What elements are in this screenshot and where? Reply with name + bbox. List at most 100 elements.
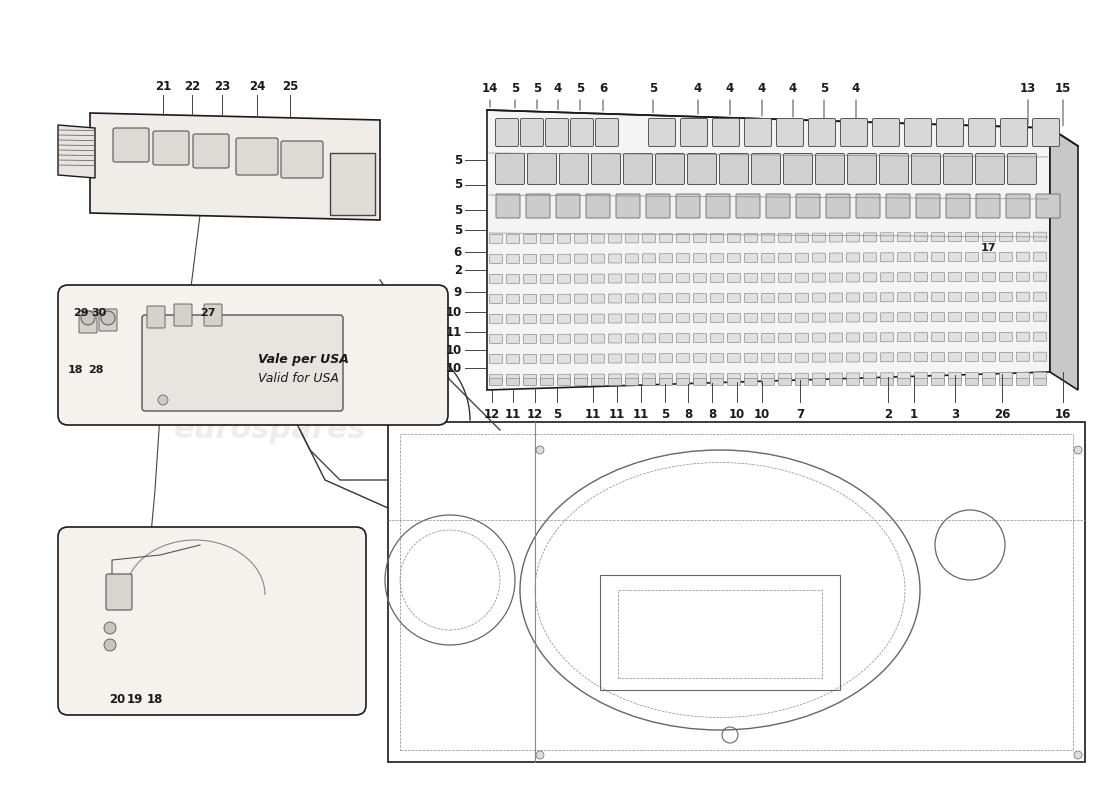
Text: 5: 5	[532, 82, 541, 95]
FancyBboxPatch shape	[966, 373, 979, 382]
FancyBboxPatch shape	[506, 314, 519, 323]
FancyBboxPatch shape	[982, 312, 996, 322]
FancyBboxPatch shape	[711, 374, 724, 382]
FancyBboxPatch shape	[711, 274, 724, 282]
FancyBboxPatch shape	[795, 273, 808, 282]
FancyBboxPatch shape	[777, 118, 803, 146]
FancyBboxPatch shape	[626, 274, 638, 283]
FancyBboxPatch shape	[898, 373, 911, 382]
FancyBboxPatch shape	[948, 353, 961, 362]
FancyBboxPatch shape	[676, 374, 690, 382]
Text: 11: 11	[505, 408, 521, 421]
FancyBboxPatch shape	[761, 378, 774, 386]
FancyBboxPatch shape	[727, 274, 740, 282]
FancyBboxPatch shape	[646, 194, 670, 218]
FancyBboxPatch shape	[693, 374, 706, 382]
FancyBboxPatch shape	[574, 354, 587, 363]
FancyBboxPatch shape	[745, 254, 758, 262]
Text: 4: 4	[554, 82, 562, 95]
FancyBboxPatch shape	[982, 232, 996, 242]
Text: 1: 1	[910, 408, 918, 421]
FancyBboxPatch shape	[676, 378, 690, 386]
FancyBboxPatch shape	[608, 374, 622, 383]
FancyBboxPatch shape	[192, 134, 229, 168]
FancyBboxPatch shape	[506, 354, 519, 363]
FancyBboxPatch shape	[779, 254, 792, 262]
FancyBboxPatch shape	[982, 332, 996, 342]
FancyBboxPatch shape	[574, 314, 587, 323]
Circle shape	[1074, 446, 1082, 454]
FancyBboxPatch shape	[847, 293, 859, 302]
FancyBboxPatch shape	[546, 118, 569, 146]
Text: 20: 20	[109, 693, 125, 706]
FancyBboxPatch shape	[676, 254, 690, 262]
FancyBboxPatch shape	[642, 354, 656, 363]
FancyBboxPatch shape	[608, 234, 622, 243]
FancyBboxPatch shape	[847, 253, 859, 262]
FancyBboxPatch shape	[880, 378, 893, 386]
FancyBboxPatch shape	[592, 378, 605, 386]
Text: 4: 4	[726, 82, 734, 95]
FancyBboxPatch shape	[727, 294, 740, 302]
FancyBboxPatch shape	[829, 273, 843, 282]
FancyBboxPatch shape	[490, 274, 503, 283]
FancyBboxPatch shape	[898, 253, 911, 262]
FancyBboxPatch shape	[642, 274, 656, 283]
FancyBboxPatch shape	[856, 194, 880, 218]
FancyBboxPatch shape	[586, 194, 611, 218]
FancyBboxPatch shape	[932, 273, 945, 282]
FancyBboxPatch shape	[693, 314, 706, 322]
Text: 5: 5	[510, 82, 519, 95]
Text: Valid for USA: Valid for USA	[258, 371, 339, 385]
FancyBboxPatch shape	[795, 233, 808, 242]
FancyBboxPatch shape	[524, 374, 537, 383]
FancyBboxPatch shape	[642, 374, 656, 383]
Text: 11: 11	[446, 326, 462, 338]
FancyBboxPatch shape	[490, 314, 503, 323]
Polygon shape	[1050, 128, 1078, 390]
FancyBboxPatch shape	[592, 314, 605, 323]
FancyBboxPatch shape	[608, 294, 622, 303]
FancyBboxPatch shape	[795, 333, 808, 342]
FancyBboxPatch shape	[745, 294, 758, 302]
Text: 11: 11	[632, 408, 649, 421]
FancyBboxPatch shape	[779, 354, 792, 362]
FancyBboxPatch shape	[914, 373, 927, 382]
FancyBboxPatch shape	[626, 374, 638, 383]
FancyBboxPatch shape	[880, 253, 893, 262]
FancyBboxPatch shape	[912, 154, 940, 185]
Polygon shape	[487, 110, 1050, 390]
Text: 21: 21	[155, 80, 172, 93]
FancyBboxPatch shape	[847, 313, 859, 322]
FancyBboxPatch shape	[813, 333, 825, 342]
FancyBboxPatch shape	[932, 253, 945, 262]
FancyBboxPatch shape	[595, 118, 618, 146]
FancyBboxPatch shape	[626, 254, 638, 263]
FancyBboxPatch shape	[560, 154, 588, 185]
Text: 18: 18	[146, 693, 163, 706]
FancyBboxPatch shape	[1016, 232, 1030, 242]
FancyBboxPatch shape	[727, 314, 740, 322]
FancyBboxPatch shape	[932, 313, 945, 322]
Text: 4: 4	[758, 82, 766, 95]
FancyBboxPatch shape	[932, 233, 945, 242]
FancyBboxPatch shape	[558, 374, 571, 383]
FancyBboxPatch shape	[864, 273, 877, 282]
FancyBboxPatch shape	[711, 294, 724, 302]
FancyBboxPatch shape	[1034, 232, 1046, 241]
FancyBboxPatch shape	[745, 314, 758, 322]
FancyBboxPatch shape	[932, 373, 945, 382]
FancyBboxPatch shape	[676, 314, 690, 322]
FancyBboxPatch shape	[693, 378, 706, 386]
FancyBboxPatch shape	[1034, 372, 1046, 381]
FancyBboxPatch shape	[745, 374, 758, 382]
FancyBboxPatch shape	[966, 253, 979, 262]
FancyBboxPatch shape	[642, 234, 656, 243]
Text: 25: 25	[282, 80, 298, 93]
FancyBboxPatch shape	[880, 373, 893, 382]
Circle shape	[101, 311, 116, 325]
FancyBboxPatch shape	[914, 293, 927, 302]
FancyBboxPatch shape	[795, 353, 808, 362]
FancyBboxPatch shape	[840, 118, 868, 146]
FancyBboxPatch shape	[1016, 252, 1030, 262]
